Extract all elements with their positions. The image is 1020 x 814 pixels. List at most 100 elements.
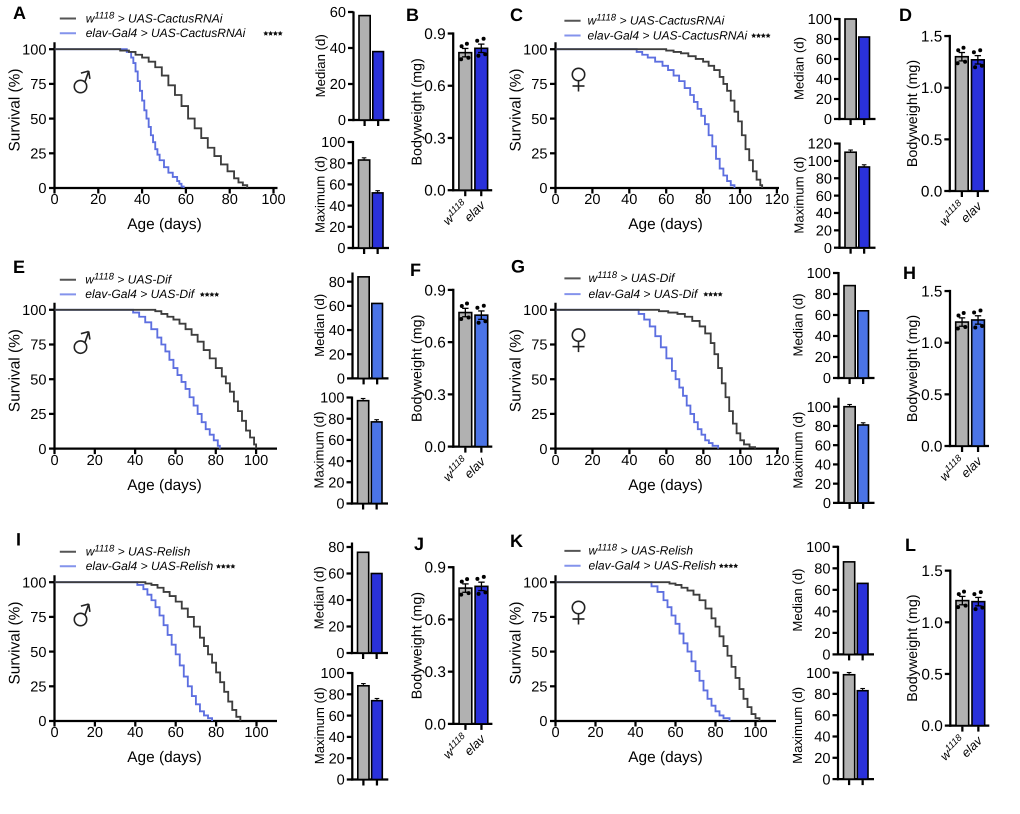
svg-text:Median (d): Median (d) bbox=[312, 294, 327, 357]
svg-text:elav-Gal4 > UAS-Relish: elav-Gal4 > UAS-Relish bbox=[86, 559, 214, 573]
svg-text:0: 0 bbox=[38, 714, 46, 730]
svg-text:60: 60 bbox=[816, 52, 832, 68]
svg-text:40: 40 bbox=[328, 593, 344, 609]
svg-text:0.6: 0.6 bbox=[424, 78, 445, 95]
svg-text:0.0: 0.0 bbox=[921, 718, 942, 735]
svg-text:60: 60 bbox=[328, 567, 344, 583]
svg-text:Median (d): Median (d) bbox=[790, 569, 805, 632]
svg-text:40: 40 bbox=[134, 192, 150, 208]
svg-text:I: I bbox=[16, 530, 21, 550]
svg-text:50: 50 bbox=[30, 372, 46, 388]
svg-text:0.3: 0.3 bbox=[424, 131, 445, 148]
svg-text:60: 60 bbox=[815, 308, 831, 324]
svg-text:100: 100 bbox=[320, 391, 344, 407]
svg-text:80: 80 bbox=[329, 275, 345, 291]
svg-text:0: 0 bbox=[539, 442, 547, 458]
svg-text:0: 0 bbox=[337, 372, 345, 388]
svg-text:25: 25 bbox=[531, 407, 547, 423]
svg-text:120: 120 bbox=[808, 137, 832, 153]
svg-text:20: 20 bbox=[330, 77, 346, 93]
svg-text:elav-Gal4 > UAS-Relish: elav-Gal4 > UAS-Relish bbox=[589, 559, 717, 573]
svg-text:80: 80 bbox=[695, 192, 711, 208]
svg-text:1.0: 1.0 bbox=[921, 615, 942, 632]
svg-text:0.5: 0.5 bbox=[921, 132, 942, 149]
svg-text:0.0: 0.0 bbox=[921, 439, 942, 456]
svg-text:F: F bbox=[410, 260, 421, 280]
svg-text:Age (days): Age (days) bbox=[628, 216, 702, 233]
svg-text:0: 0 bbox=[336, 497, 344, 513]
svg-text:40: 40 bbox=[621, 192, 637, 208]
svg-text:50: 50 bbox=[30, 645, 46, 661]
svg-text:40: 40 bbox=[329, 730, 345, 746]
svg-text:Maximum (d): Maximum (d) bbox=[791, 412, 806, 489]
svg-text:20: 20 bbox=[87, 725, 103, 741]
svg-text:0.0: 0.0 bbox=[921, 184, 942, 201]
svg-text:120: 120 bbox=[765, 453, 789, 469]
svg-text:0: 0 bbox=[337, 773, 345, 789]
svg-text:50: 50 bbox=[30, 112, 46, 128]
svg-text:0.9: 0.9 bbox=[424, 560, 445, 577]
svg-text:80: 80 bbox=[814, 562, 830, 578]
svg-text:20: 20 bbox=[814, 751, 830, 767]
svg-text:80: 80 bbox=[815, 419, 831, 435]
svg-text:60: 60 bbox=[815, 438, 831, 454]
svg-text:25: 25 bbox=[531, 680, 547, 696]
svg-text:100: 100 bbox=[807, 400, 831, 416]
svg-text:60: 60 bbox=[330, 5, 346, 21]
svg-text:40: 40 bbox=[816, 206, 832, 222]
svg-text:20: 20 bbox=[329, 751, 345, 767]
svg-text:0: 0 bbox=[50, 453, 58, 469]
svg-text:20: 20 bbox=[587, 725, 603, 741]
svg-text:Bodyweight (mg): Bodyweight (mg) bbox=[905, 60, 921, 167]
svg-text:w1118 > UAS-CactusRNAi: w1118 > UAS-CactusRNAi bbox=[86, 10, 223, 25]
svg-text:75: 75 bbox=[30, 77, 46, 93]
svg-text:40: 40 bbox=[127, 725, 143, 741]
svg-text:0.9: 0.9 bbox=[424, 282, 445, 299]
svg-text:100: 100 bbox=[523, 42, 547, 58]
svg-text:0.6: 0.6 bbox=[424, 612, 445, 629]
svg-text:Survival (%): Survival (%) bbox=[507, 69, 524, 152]
svg-text:w1118 > UAS-Relish: w1118 > UAS-Relish bbox=[589, 543, 694, 558]
svg-text:60: 60 bbox=[168, 725, 184, 741]
svg-text:40: 40 bbox=[328, 454, 344, 470]
svg-text:40: 40 bbox=[330, 41, 346, 57]
svg-text:0.0: 0.0 bbox=[424, 716, 445, 733]
svg-text:40: 40 bbox=[814, 605, 830, 621]
svg-text:25: 25 bbox=[531, 147, 547, 163]
svg-text:80: 80 bbox=[329, 688, 345, 704]
svg-text:40: 40 bbox=[814, 730, 830, 746]
svg-text:60: 60 bbox=[658, 453, 674, 469]
svg-text:80: 80 bbox=[329, 156, 345, 172]
svg-text:0: 0 bbox=[822, 648, 830, 664]
svg-text:60: 60 bbox=[329, 299, 345, 315]
svg-text:J: J bbox=[414, 534, 424, 554]
svg-text:100: 100 bbox=[244, 725, 268, 741]
svg-text:Median (d): Median (d) bbox=[791, 293, 806, 356]
svg-text:0: 0 bbox=[551, 725, 559, 741]
svg-text:20: 20 bbox=[814, 626, 830, 642]
svg-text:C: C bbox=[510, 5, 523, 25]
svg-text:100: 100 bbox=[22, 303, 46, 319]
svg-text:Survival (%): Survival (%) bbox=[6, 329, 23, 412]
svg-text:Bodyweight (mg): Bodyweight (mg) bbox=[905, 315, 921, 422]
svg-text:G: G bbox=[511, 257, 525, 277]
svg-text:D: D bbox=[899, 5, 912, 25]
svg-text:60: 60 bbox=[814, 583, 830, 599]
svg-text:Median (d): Median (d) bbox=[312, 566, 327, 629]
svg-text:Survival (%): Survival (%) bbox=[507, 329, 524, 412]
svg-text:50: 50 bbox=[531, 372, 547, 388]
svg-text:60: 60 bbox=[816, 189, 832, 205]
svg-text:0: 0 bbox=[824, 241, 832, 257]
svg-text:K: K bbox=[510, 531, 523, 551]
svg-text:100: 100 bbox=[808, 154, 832, 170]
svg-text:0: 0 bbox=[823, 496, 831, 512]
svg-text:80: 80 bbox=[208, 453, 224, 469]
svg-text:w1118 > UAS-CactusRNAi: w1118 > UAS-CactusRNAi bbox=[588, 13, 725, 28]
svg-text:0.5: 0.5 bbox=[921, 667, 942, 684]
svg-text:20: 20 bbox=[815, 350, 831, 366]
svg-text:Age (days): Age (days) bbox=[127, 749, 201, 766]
svg-text:25: 25 bbox=[30, 407, 46, 423]
svg-text:80: 80 bbox=[328, 540, 344, 556]
svg-text:75: 75 bbox=[531, 610, 547, 626]
svg-text:Survival (%): Survival (%) bbox=[6, 69, 23, 152]
